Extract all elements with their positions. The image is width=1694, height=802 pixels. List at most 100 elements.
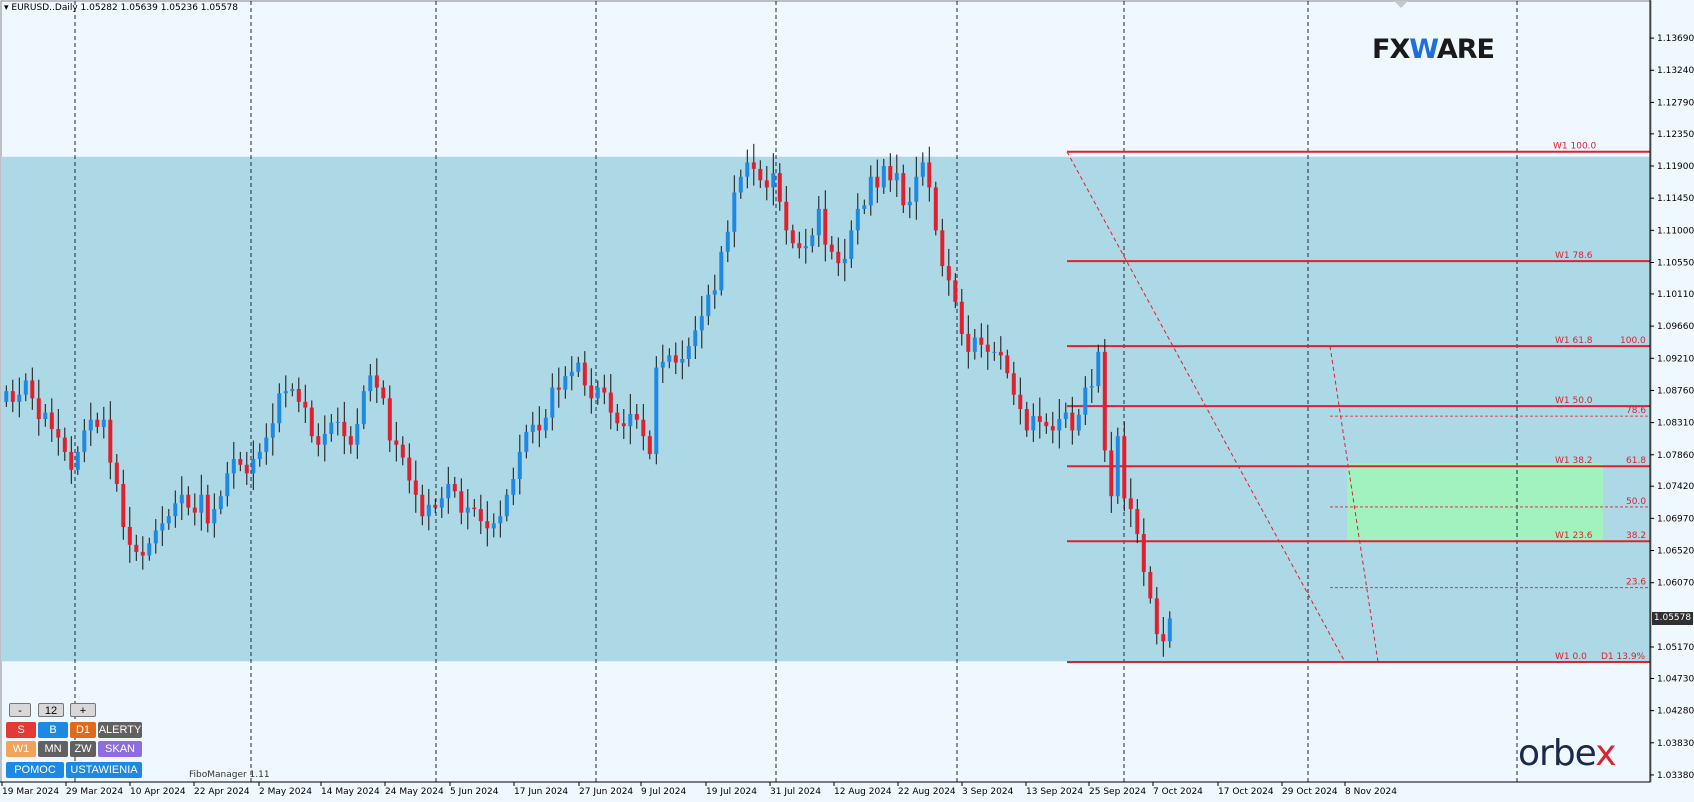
y-tick-label: 1.13240 — [1657, 66, 1694, 76]
candle-body — [400, 444, 405, 458]
x-tick-label: 31 Jul 2024 — [770, 787, 821, 797]
d1-fib-diagonal — [1329, 346, 1379, 663]
y-tick-label: 1.06520 — [1657, 547, 1694, 557]
y-tick-label: 1.05170 — [1657, 643, 1694, 653]
candle-body — [706, 294, 711, 317]
candle-body — [387, 398, 392, 441]
candle-body — [1135, 509, 1140, 535]
y-tick-label: 1.09660 — [1657, 322, 1694, 332]
candle-body — [966, 333, 971, 352]
y-tick-label: 1.12790 — [1657, 98, 1694, 108]
candle-body — [537, 424, 542, 431]
current-price-label: 1.05578 — [1652, 612, 1693, 625]
candle-body — [1128, 498, 1133, 510]
candle-body — [439, 498, 444, 508]
candle-body — [374, 375, 379, 388]
scan-button[interactable]: SKAN — [98, 741, 142, 757]
candle-body — [296, 389, 301, 402]
candle-body — [277, 393, 282, 424]
candle-body — [394, 440, 399, 445]
candle-body — [82, 430, 87, 452]
x-tick-label: 17 Oct 2024 — [1218, 787, 1274, 797]
candle-body — [816, 208, 821, 236]
candle-body — [316, 436, 321, 445]
candle-body — [309, 407, 314, 437]
candle-body — [686, 346, 691, 359]
candle-body — [108, 419, 113, 463]
w1-button[interactable]: W1 — [6, 741, 36, 757]
x-tick-label: 29 Oct 2024 — [1282, 787, 1338, 797]
candle-body — [62, 437, 67, 452]
candle-body — [368, 375, 373, 392]
sell-button[interactable]: S — [6, 722, 36, 738]
candles — [4, 143, 1172, 657]
x-tick-label: 12 Aug 2024 — [834, 787, 892, 797]
settings-button[interactable]: USTAWIENIA — [66, 762, 142, 778]
candle-body — [342, 421, 347, 437]
fib-d1-label: 78.6 — [1626, 406, 1646, 416]
candle-body — [530, 424, 535, 432]
period-value[interactable]: 12 — [38, 703, 64, 717]
candle-body — [478, 509, 483, 522]
candle-body — [1024, 409, 1029, 431]
d1-button[interactable]: D1 — [70, 722, 96, 738]
candle-body — [576, 362, 581, 372]
candle-body — [927, 162, 932, 188]
y-tick-label: 1.10110 — [1657, 290, 1694, 300]
y-tick-label: 1.03380 — [1657, 771, 1694, 781]
candle-body — [452, 484, 457, 492]
candle-body — [602, 387, 607, 393]
candle-body — [621, 423, 626, 427]
chart-header: ▾ EURUSD..Daily 1.05282 1.05639 1.05236 … — [4, 3, 238, 13]
fib-w1-label: W1 50.0 — [1555, 396, 1593, 406]
collapse-triangle-icon[interactable]: ▾ — [4, 3, 9, 13]
candle-body — [998, 351, 1003, 356]
candle-body — [1011, 373, 1016, 395]
zw-button[interactable]: ZW — [70, 741, 96, 757]
ohlc-values: 1.05282 1.05639 1.05236 1.05578 — [80, 3, 238, 13]
candle-body — [875, 176, 880, 188]
scroll-marker-icon[interactable] — [1394, 1, 1408, 8]
mn-button[interactable]: MN — [38, 741, 68, 757]
fib-d1-label: 38.2 — [1626, 531, 1646, 541]
candle-body — [790, 230, 795, 244]
x-tick-label: 22 Aug 2024 — [898, 787, 956, 797]
y-axis: 1.13690 1.13240 1.12790 1.12350 1.11900 1.114… — [1650, 34, 1694, 781]
target-zone — [1347, 463, 1603, 542]
candle-body — [355, 424, 360, 445]
candle-body — [491, 523, 496, 529]
candle-body — [43, 412, 48, 420]
candle-body — [270, 423, 275, 438]
fib-w1-label: W1 38.2 — [1555, 456, 1593, 466]
candle-body — [862, 205, 867, 209]
candle-body — [290, 389, 295, 392]
candle-body — [465, 507, 470, 513]
candle-body — [1167, 618, 1172, 642]
candle-body — [238, 459, 243, 465]
candle-body — [836, 251, 841, 264]
candle-body — [953, 280, 958, 302]
candle-body — [628, 414, 633, 427]
candle-body — [556, 387, 561, 390]
candle-body — [647, 436, 652, 455]
candle-body — [114, 462, 119, 485]
x-tick-label: 9 Jul 2024 — [641, 787, 686, 797]
y-tick-label: 1.07420 — [1657, 482, 1694, 492]
plus-button[interactable]: + — [70, 703, 96, 717]
alerts-button[interactable]: ALERTY — [98, 722, 142, 738]
candle-body — [36, 398, 41, 420]
candle-body — [888, 166, 893, 181]
candle-body — [160, 523, 165, 531]
candle-body — [1083, 387, 1088, 415]
buy-button[interactable]: B — [38, 722, 68, 738]
candle-body — [218, 496, 223, 510]
y-tick-label: 1.12350 — [1657, 130, 1694, 140]
candle-body — [569, 371, 574, 377]
help-button[interactable]: POMOC — [6, 762, 64, 778]
candle-body — [777, 173, 782, 202]
minus-button[interactable]: - — [9, 703, 31, 717]
x-tick-label: 3 Sep 2024 — [962, 787, 1014, 797]
candle-body — [231, 459, 236, 474]
candle-body — [322, 434, 327, 445]
